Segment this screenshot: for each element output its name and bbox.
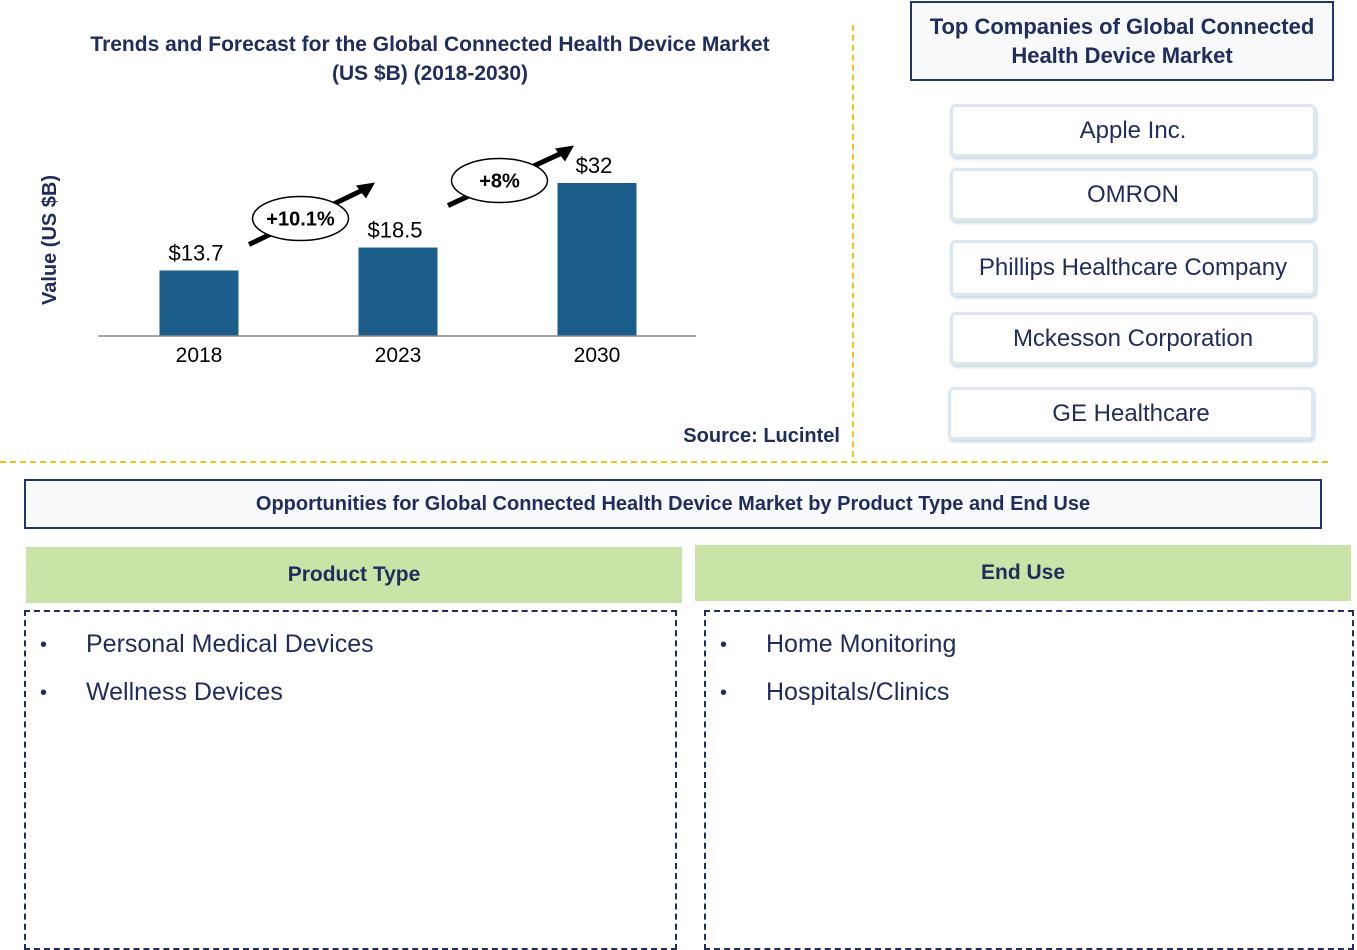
value-label-2030: $32 <box>576 153 613 178</box>
company-apple: Apple Inc. <box>950 104 1316 157</box>
source-label: Source: Lucintel <box>683 425 840 447</box>
end-use-box: Home Monitoring Hospitals/Clinics <box>704 610 1354 950</box>
list-item: Personal Medical Devices <box>26 630 675 678</box>
company-mckesson: Mckesson Corporation <box>950 312 1316 365</box>
bar-2018 <box>159 270 239 336</box>
x-tick-label-2030: 2030 <box>574 344 621 367</box>
chart-title-line2: (US $B) (2018-2030) <box>331 62 529 85</box>
end-use-header: End Use <box>695 545 1351 601</box>
product-type-box: Personal Medical Devices Wellness Device… <box>24 610 677 950</box>
growth-indicator-2: +8% <box>446 145 574 208</box>
growth-indicator-1: +10.1% <box>247 182 375 247</box>
growth-arrow-head <box>555 145 574 162</box>
growth-arrow-head <box>356 182 375 199</box>
growth-label: +10.1% <box>266 208 335 230</box>
chart-title-line1: Trends and Forecast for the Global Conne… <box>90 33 770 56</box>
company-omron: OMRON <box>950 168 1316 221</box>
labels-layer: $13.7 2018 $18.5 2023 $32 2030 <box>168 153 620 367</box>
vertical-divider <box>852 25 854 457</box>
x-tick-label-2023: 2023 <box>375 344 422 367</box>
list-item: Wellness Devices <box>26 678 675 726</box>
companies-title: Top Companies of Global Connected Health… <box>910 1 1334 81</box>
bar-chart: Value (US $B) $13.72018$18.52023$322030 … <box>39 145 696 367</box>
growth-badge <box>251 195 350 242</box>
x-tick-label-2018: 2018 <box>176 344 223 367</box>
horizontal-divider <box>0 461 1328 463</box>
end-use-list: Home Monitoring Hospitals/Clinics <box>706 612 1352 726</box>
growth-badge <box>450 157 549 204</box>
growth-label: +8% <box>479 171 520 193</box>
opportunities-title: Opportunities for Global Connected Healt… <box>24 479 1322 529</box>
product-type-header: Product Type <box>26 547 682 603</box>
list-item: Hospitals/Clinics <box>706 678 1352 726</box>
growth-layer: +10.1% +8% <box>247 145 574 247</box>
y-axis-label: Value (US $B) <box>39 175 61 305</box>
product-type-list: Personal Medical Devices Wellness Device… <box>26 612 675 726</box>
value-label-2018: $13.7 <box>168 240 223 265</box>
bar-2030 <box>557 183 637 336</box>
company-ge: GE Healthcare <box>948 387 1314 440</box>
list-item: Home Monitoring <box>706 630 1352 678</box>
company-phillips: Phillips Healthcare Company <box>950 240 1316 296</box>
bar-2023 <box>358 247 438 336</box>
chart-title: Trends and Forecast for the Global Conne… <box>10 30 850 88</box>
bars-layer <box>159 183 637 336</box>
value-label-2023: $18.5 <box>367 218 422 243</box>
